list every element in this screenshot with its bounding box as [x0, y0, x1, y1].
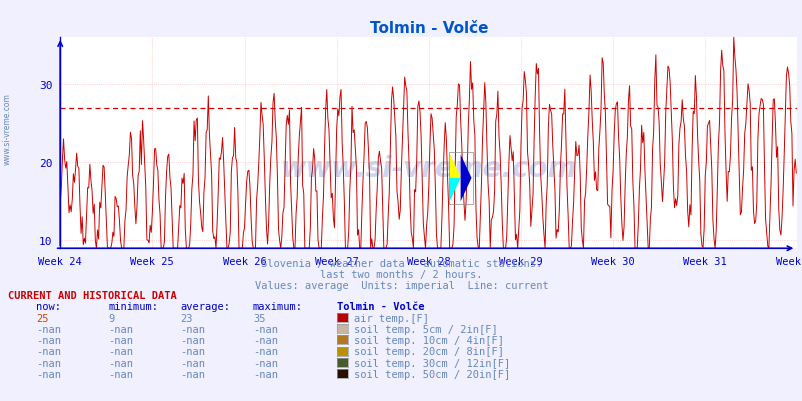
Text: average:: average:	[180, 302, 230, 312]
Text: -nan: -nan	[36, 324, 61, 334]
Text: -nan: -nan	[180, 346, 205, 356]
Text: Tolmin - Volče: Tolmin - Volče	[337, 302, 424, 312]
Title: Tolmin - Volče: Tolmin - Volče	[369, 20, 488, 36]
Text: Slovenia / weather data - automatic stations.: Slovenia / weather data - automatic stat…	[261, 259, 541, 269]
Text: air temp.[F]: air temp.[F]	[354, 313, 428, 323]
Text: 35: 35	[253, 313, 265, 323]
Text: -nan: -nan	[36, 346, 61, 356]
Text: last two months / 2 hours.: last two months / 2 hours.	[320, 269, 482, 279]
Text: -nan: -nan	[36, 335, 61, 345]
Text: -nan: -nan	[253, 358, 277, 368]
Text: CURRENT AND HISTORICAL DATA: CURRENT AND HISTORICAL DATA	[8, 291, 176, 301]
Text: -nan: -nan	[253, 335, 277, 345]
Text: -nan: -nan	[36, 369, 61, 379]
Text: -nan: -nan	[108, 335, 133, 345]
Text: -nan: -nan	[108, 346, 133, 356]
Text: -nan: -nan	[180, 358, 205, 368]
Text: soil temp. 50cm / 20in[F]: soil temp. 50cm / 20in[F]	[354, 369, 510, 379]
Text: -nan: -nan	[253, 346, 277, 356]
Text: minimum:: minimum:	[108, 302, 158, 312]
Text: 23: 23	[180, 313, 193, 323]
Polygon shape	[449, 178, 460, 202]
Text: now:: now:	[36, 302, 61, 312]
Text: -nan: -nan	[180, 335, 205, 345]
Text: soil temp. 30cm / 12in[F]: soil temp. 30cm / 12in[F]	[354, 358, 510, 368]
Text: -nan: -nan	[253, 324, 277, 334]
Text: -nan: -nan	[108, 324, 133, 334]
Polygon shape	[449, 155, 460, 178]
Text: Values: average  Units: imperial  Line: current: Values: average Units: imperial Line: cu…	[254, 280, 548, 290]
Polygon shape	[460, 155, 471, 202]
Text: -nan: -nan	[180, 324, 205, 334]
Text: -nan: -nan	[108, 369, 133, 379]
Text: www.si-vreme.com: www.si-vreme.com	[280, 155, 577, 182]
Text: -nan: -nan	[108, 358, 133, 368]
Text: -nan: -nan	[180, 369, 205, 379]
Text: -nan: -nan	[36, 358, 61, 368]
Text: www.si-vreme.com: www.si-vreme.com	[2, 93, 12, 164]
Text: 9: 9	[108, 313, 115, 323]
Text: soil temp. 10cm / 4in[F]: soil temp. 10cm / 4in[F]	[354, 335, 504, 345]
Text: -nan: -nan	[253, 369, 277, 379]
Text: soil temp. 20cm / 8in[F]: soil temp. 20cm / 8in[F]	[354, 346, 504, 356]
Text: maximum:: maximum:	[253, 302, 302, 312]
Text: soil temp. 5cm / 2in[F]: soil temp. 5cm / 2in[F]	[354, 324, 497, 334]
Text: 25: 25	[36, 313, 49, 323]
